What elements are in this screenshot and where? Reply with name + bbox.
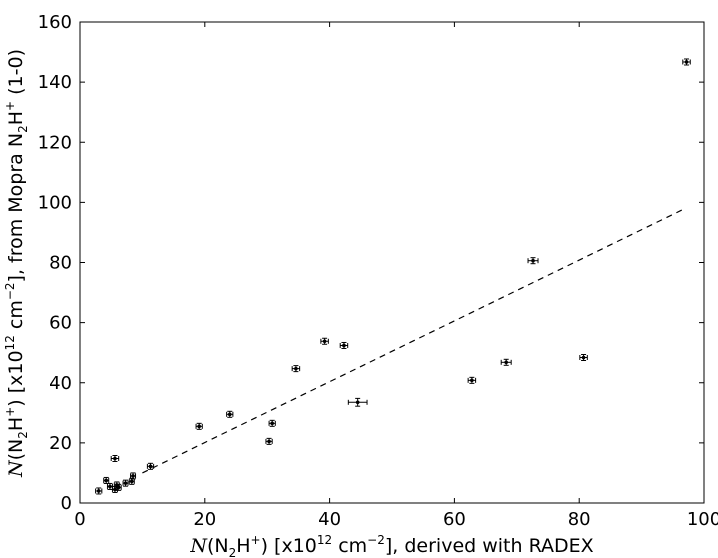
x-tick-label: 60 (443, 509, 466, 530)
point-marker (322, 339, 327, 344)
y-tick-label: 60 (49, 313, 72, 334)
data-point (265, 437, 273, 445)
point-marker (294, 366, 298, 371)
data-point (527, 257, 539, 265)
point-marker (504, 360, 508, 365)
data-point (500, 358, 512, 366)
x-tick-label: 100 (687, 509, 718, 530)
data-point (467, 376, 477, 384)
point-marker (104, 478, 109, 483)
y-axis-label: N(N2H+) [x1012 cm−2], from Mopra N2H+ (1… (3, 49, 30, 478)
data-point (339, 341, 349, 349)
data-point (95, 487, 103, 495)
data-point (226, 410, 234, 418)
data-point (110, 455, 120, 463)
point-marker (581, 355, 586, 360)
y-tick-label: 0 (61, 493, 72, 514)
data-point (682, 58, 691, 66)
axis-ticks (79, 21, 705, 504)
point-marker (355, 400, 360, 405)
data-point (268, 419, 276, 427)
data-point (320, 337, 329, 345)
x-tick-label: 80 (568, 509, 591, 530)
point-marker (531, 258, 535, 263)
y-tick-label: 160 (38, 12, 72, 33)
data-point (122, 479, 129, 487)
x-tick-label: 40 (318, 509, 341, 530)
point-marker (197, 424, 201, 429)
point-marker (96, 489, 101, 493)
point-marker (227, 412, 232, 417)
point-marker (270, 421, 274, 426)
data-point (115, 483, 122, 491)
point-marker (131, 474, 135, 478)
point-marker (470, 378, 474, 383)
point-marker (116, 485, 121, 490)
y-tick-label: 40 (49, 373, 72, 394)
point-marker (113, 456, 117, 461)
x-tick-label: 0 (74, 509, 85, 530)
y-tick-label: 100 (38, 192, 72, 213)
data-point (146, 462, 155, 470)
point-marker (267, 439, 271, 444)
point-marker (342, 343, 346, 348)
point-marker (684, 60, 689, 64)
x-axis-label: N(N2H+) [x1012 cm−2], derived with RADEX (189, 533, 593, 558)
y-tick-label: 20 (49, 433, 72, 454)
plot-area (79, 21, 705, 504)
data-point (195, 422, 203, 430)
point-marker (148, 464, 153, 469)
y-tick-label: 80 (49, 253, 72, 274)
point-marker (129, 479, 134, 484)
data-point (291, 365, 301, 373)
x-tick-label: 20 (193, 509, 216, 530)
point-marker (123, 481, 128, 485)
y-tick-label: 140 (38, 72, 72, 93)
fit-line (142, 207, 686, 474)
point-marker (108, 484, 112, 489)
y-tick-label: 120 (38, 132, 72, 153)
axis-tick-labels: 0 20 40 60 80 100 0 20 40 60 80 100 120 140 160 (38, 12, 718, 530)
data-point (130, 472, 137, 480)
data-point (579, 353, 588, 362)
data-point (347, 397, 368, 407)
data-points (95, 58, 691, 495)
